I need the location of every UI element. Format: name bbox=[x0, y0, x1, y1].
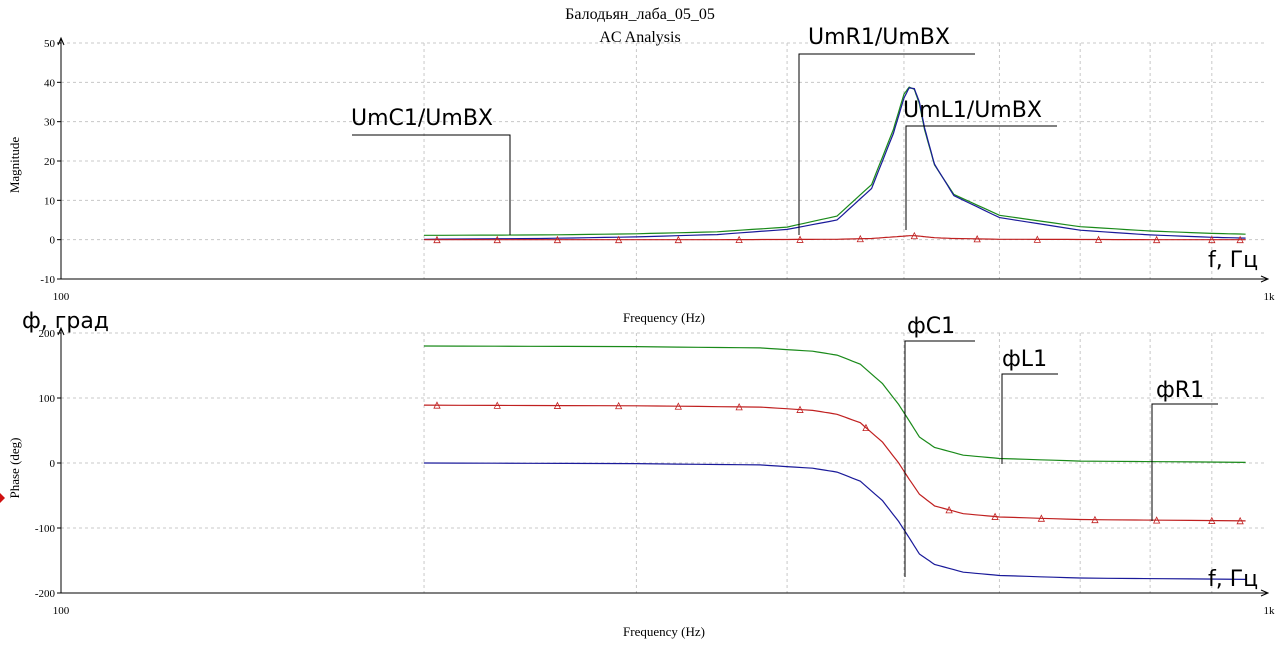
magnitude-tick-labels: -10 0 10 20 30 40 50 100 1k bbox=[40, 38, 1275, 303]
label-uml1: UmL1/UmBX bbox=[903, 98, 1042, 123]
series-line-red bbox=[424, 235, 1246, 241]
series-line-green bbox=[423, 345, 1246, 463]
series-line-blue bbox=[423, 462, 1246, 580]
magnitude-axes bbox=[57, 36, 1270, 283]
series-marker-triangle bbox=[1094, 235, 1103, 243]
series-marker-triangle bbox=[1091, 515, 1099, 524]
series-marker-triangle bbox=[1152, 516, 1161, 524]
series-marker-triangle bbox=[433, 401, 441, 409]
series-marker-triangle bbox=[973, 234, 981, 243]
series-marker-triangle bbox=[493, 401, 501, 409]
magnitude-axis-label: Magnitude bbox=[7, 137, 22, 194]
y-tick-label: 200 bbox=[39, 328, 56, 340]
phase-axes bbox=[57, 326, 1270, 597]
label-phase-unit: ф, град bbox=[22, 309, 109, 334]
series-marker-triangle bbox=[493, 235, 501, 244]
series-marker-triangle bbox=[553, 401, 562, 409]
series-marker-triangle bbox=[735, 402, 743, 411]
series-marker-triangle bbox=[615, 235, 623, 244]
y-tick-label: -10 bbox=[40, 274, 55, 286]
y-tick-label: 100 bbox=[39, 393, 56, 405]
x-tick-label: 1k bbox=[1264, 291, 1276, 303]
cursor-marker[interactable] bbox=[0, 493, 5, 503]
series-marker-triangle bbox=[796, 235, 804, 243]
series-marker-triangle bbox=[1033, 235, 1041, 243]
series-marker-triangle bbox=[674, 235, 682, 244]
x-tick-label: 100 bbox=[53, 291, 70, 303]
series-marker-triangle bbox=[553, 235, 562, 244]
magnitude-x-axis-label: Frequency (Hz) bbox=[623, 310, 705, 325]
series-line-blue bbox=[423, 87, 1246, 240]
series-marker-triangle bbox=[1236, 516, 1244, 525]
leader-fr1 bbox=[1151, 403, 1218, 521]
x-axis-arrow bbox=[1260, 589, 1270, 597]
series-line-red bbox=[423, 404, 1246, 522]
x-tick-label: 100 bbox=[53, 605, 70, 617]
y-tick-label: -100 bbox=[35, 523, 56, 535]
label-fr1: фR1 bbox=[1156, 378, 1204, 403]
magnitude-annotation-lines bbox=[352, 53, 1218, 577]
phase-x-axis-label: Frequency (Hz) bbox=[623, 624, 705, 639]
leader-fl1 bbox=[1001, 373, 1058, 464]
y-tick-label: -200 bbox=[35, 588, 56, 600]
y-tick-label: 0 bbox=[50, 458, 56, 470]
label-fl1: фL1 bbox=[1002, 347, 1047, 372]
series-marker-triangle bbox=[991, 512, 999, 520]
series-marker-triangle bbox=[1152, 235, 1161, 244]
label-fc1: фC1 bbox=[907, 314, 955, 339]
phase-tick-labels: -200 -100 0 100 200 100 1k bbox=[35, 328, 1275, 617]
series-marker-triangle bbox=[945, 505, 953, 514]
phase-axis-label: Phase (deg) bbox=[7, 437, 22, 498]
label-phase-freq-unit: f, Гц bbox=[1208, 567, 1258, 592]
label-mag-freq-unit: f, Гц bbox=[1208, 248, 1258, 273]
series-marker-triangle bbox=[433, 235, 441, 244]
y-tick-label: 20 bbox=[44, 156, 56, 168]
leader-fc1 bbox=[904, 340, 975, 577]
phase-series bbox=[423, 345, 1246, 580]
y-tick-label: 50 bbox=[44, 38, 56, 50]
series-marker-triangle bbox=[910, 231, 918, 240]
series-marker-triangle bbox=[856, 234, 864, 243]
y-tick-label: 40 bbox=[44, 77, 56, 89]
series-marker-triangle bbox=[615, 401, 623, 410]
leader-umc1 bbox=[352, 134, 511, 235]
series-marker-triangle bbox=[862, 423, 870, 432]
series-marker-triangle bbox=[1236, 235, 1244, 244]
leader-umr1 bbox=[798, 53, 975, 235]
series-marker-triangle bbox=[796, 405, 804, 413]
chart-subtitle: AC Analysis bbox=[599, 29, 680, 46]
leader-uml1 bbox=[905, 125, 1057, 230]
series-marker-triangle bbox=[674, 402, 682, 410]
x-tick-label: 1k bbox=[1264, 605, 1276, 617]
label-umr1: UmR1/UmBX bbox=[808, 25, 950, 50]
chart-title: Балодьян_лаба_05_05 bbox=[565, 6, 715, 23]
x-axis-arrow bbox=[1260, 275, 1270, 283]
series-marker-triangle bbox=[1037, 514, 1046, 522]
series-marker-triangle bbox=[735, 235, 743, 244]
y-tick-label: 10 bbox=[44, 195, 56, 207]
magnitude-series bbox=[423, 86, 1246, 244]
label-umc1: UmC1/UmBX bbox=[351, 106, 493, 131]
y-tick-label: 0 bbox=[50, 235, 56, 247]
series-marker-triangle bbox=[1208, 235, 1216, 244]
y-tick-label: 30 bbox=[44, 117, 56, 129]
series-marker-triangle bbox=[1208, 516, 1216, 524]
